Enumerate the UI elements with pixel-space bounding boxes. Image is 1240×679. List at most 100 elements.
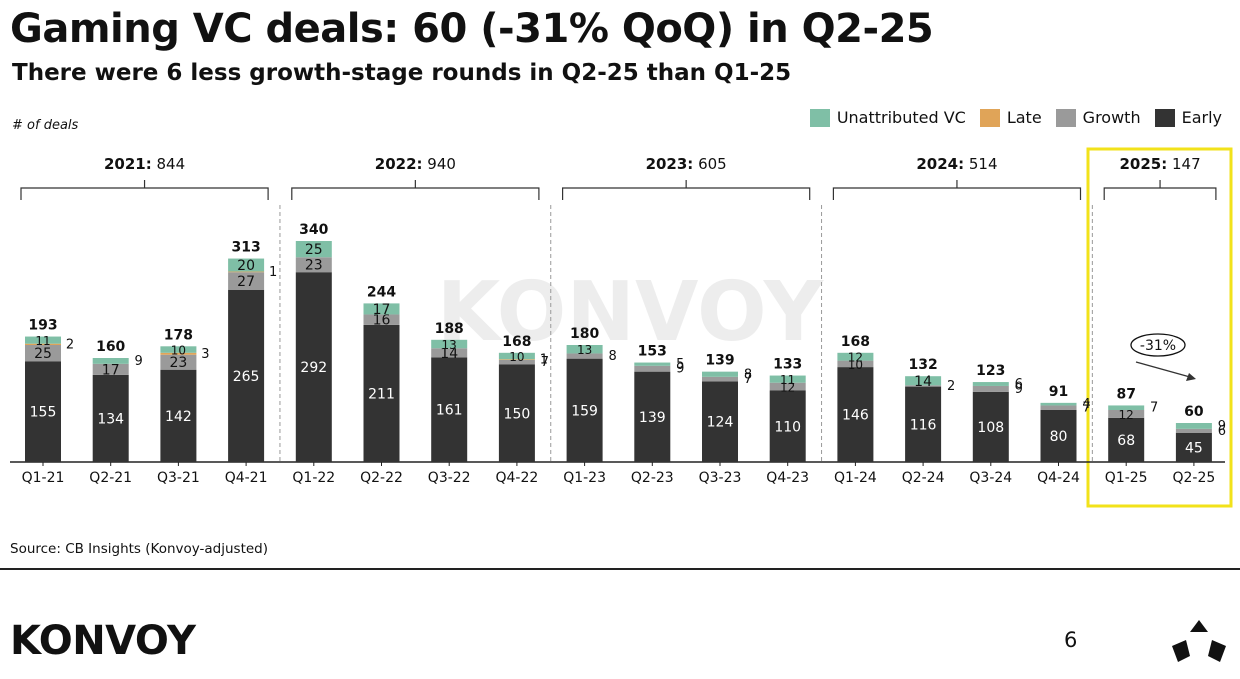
total-label-Q4-24: 91 [1049,384,1068,400]
x-tick-label-Q3-22: Q3-22 [428,470,471,486]
bar-unattributed-vc-Q3-21 [160,346,197,353]
bar-unattributed-vc-Q1-25 [1108,405,1145,410]
bar-unattributed-vc-Q1-22 [295,241,332,258]
bar-late-Q4-21 [228,271,265,273]
total-label-Q4-21: 313 [231,240,260,256]
x-tick-label-Q1-24: Q1-24 [834,470,877,486]
bar-early-Q2-23 [634,371,671,462]
legend-item-late: Late [979,108,1042,127]
value-label-growth-Q1-23: 8 [608,349,616,364]
bar-early-Q4-24 [1040,410,1077,462]
value-label-early-Q1-25: 68 [1117,433,1135,449]
bar-early-Q3-24 [972,391,1009,462]
bar-early-Q2-22 [363,324,400,462]
value-label-unattributed-vc-Q1-22: 25 [305,242,323,258]
value-label-growth-Q2-23: 9 [676,362,684,377]
bar-early-Q1-25 [1108,417,1145,462]
group-bracket-2022 [291,187,540,200]
x-tick-label-Q2-22: Q2-22 [360,470,403,486]
value-label-growth-Q1-21: 25 [34,346,52,362]
group-bracket-2021 [20,187,269,200]
legend-swatch-unattributed [809,108,830,127]
bar-unattributed-vc-Q4-22 [498,352,535,360]
value-label-growth-Q4-23: 12 [780,381,795,395]
stacked-bar-chart: KONVOY 2021: 844 2022: 940 2023: 605 2024: 5… [10,147,1233,508]
value-label-early-Q4-24: 80 [1050,429,1068,445]
value-label-unattributed-vc-Q3-24: 6 [1015,377,1023,392]
total-label-Q1-23: 180 [570,326,599,342]
total-label-Q4-22: 168 [502,334,531,350]
bar-growth-Q4-22 [498,359,535,365]
bar-growth-Q2-23 [634,365,671,372]
chart-legend: Unattributed VC Late Growth Early [809,108,1222,127]
value-label-growth-Q2-21: 17 [102,362,120,378]
annotation-label: -31% [1140,338,1176,354]
bar-unattributed-vc-Q4-24 [1040,402,1077,406]
value-label-unattributed-vc-Q2-23: 5 [676,357,684,372]
bar-growth-Q3-21 [160,354,197,370]
value-label-growth-Q2-24: 2 [947,379,955,394]
x-tick-label-Q2-21: Q2-21 [89,470,132,486]
total-label-Q3-24: 123 [976,363,1005,379]
bar-early-Q2-25 [1175,432,1212,462]
total-label-Q1-25: 87 [1116,386,1135,402]
bar-growth-Q1-21 [25,345,61,362]
legend-item-unattributed: Unattributed VC [809,108,966,127]
value-label-growth-Q3-23: 7 [744,372,752,387]
value-label-growth-Q2-25: 6 [1218,424,1226,439]
value-label-unattributed-vc-Q2-21: 9 [135,354,143,369]
annotation-arrow-head [1186,373,1196,381]
total-label-Q3-21: 178 [164,327,193,343]
bar-unattributed-vc-Q2-23 [634,362,671,366]
group-label-2021: 2021: 844 [104,155,185,173]
total-label-Q3-23: 139 [705,353,734,369]
total-label-Q2-25: 60 [1184,404,1204,420]
value-label-growth-Q2-22: 16 [373,313,391,329]
value-label-growth-Q4-22: 7 [541,355,549,370]
value-label-early-Q3-24: 108 [977,420,1004,436]
value-label-growth-Q4-24: 7 [1082,401,1090,416]
total-label-Q1-21: 193 [28,318,57,334]
value-label-early-Q2-23: 139 [639,410,666,426]
bar-late-Q3-21 [160,352,197,355]
value-label-late-Q4-22: 1 [540,353,548,368]
value-label-unattributed-vc-Q4-24: 4 [1082,397,1090,412]
bar-unattributed-vc-Q2-21 [92,358,129,364]
bar-unattributed-vc-Q1-24 [837,352,874,361]
x-tick-label-Q4-24: Q4-24 [1037,470,1080,486]
x-tick-label-Q1-22: Q1-22 [292,470,335,486]
group-bracket-2023 [562,187,811,200]
bar-growth-Q1-23 [566,353,603,359]
bar-growth-Q4-21 [228,272,265,290]
bar-unattributed-vc-Q2-25 [1175,423,1212,429]
value-label-unattributed-vc-Q4-21: 20 [237,258,255,274]
x-tick-label-Q2-24: Q2-24 [902,470,945,486]
y-unit-label: # of deals [12,118,79,133]
group-label-2022: 2022: 940 [375,155,456,173]
value-label-unattributed-vc-Q1-21: 11 [35,334,50,348]
bar-early-Q1-24 [837,367,874,462]
group-label-2023: 2023: 605 [646,155,727,173]
value-label-early-Q1-23: 159 [571,403,598,419]
legend-label-early: Early [1181,108,1222,127]
watermark-text: KONVOY [437,265,825,360]
bar-unattributed-vc-Q1-21 [25,336,61,344]
value-label-early-Q1-21: 155 [30,405,57,421]
konvoy-mark-icon [1172,620,1226,662]
bar-growth-Q2-22 [363,314,400,325]
bar-growth-Q3-24 [972,385,1009,392]
value-label-growth-Q1-24: 10 [848,358,863,372]
total-label-Q1-22: 340 [299,222,328,238]
value-label-early-Q2-22: 211 [368,386,395,402]
legend-swatch-late [979,108,1000,127]
value-label-growth-Q3-24: 9 [1015,382,1023,397]
value-label-unattributed-vc-Q3-23: 8 [744,367,752,382]
total-label-Q2-21: 160 [96,339,125,355]
bar-early-Q1-22 [295,272,332,462]
value-label-early-Q4-21: 265 [233,369,260,385]
value-label-unattributed-vc-Q1-25: 7 [1150,401,1158,416]
total-label-Q2-23: 153 [638,344,667,360]
bar-early-Q3-22 [431,357,468,462]
bar-early-Q4-22 [498,364,535,462]
bar-growth-Q1-25 [1108,410,1145,418]
